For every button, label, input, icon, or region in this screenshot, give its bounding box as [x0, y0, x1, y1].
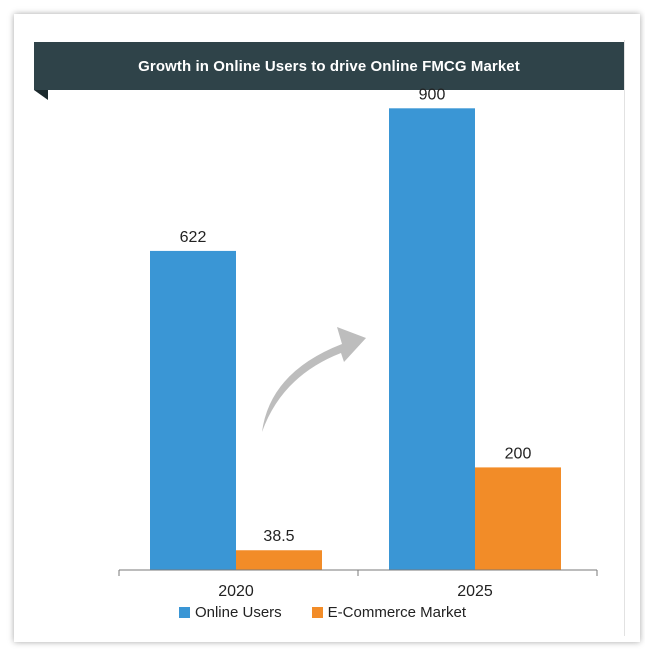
bar-ecommerce-2020 [236, 550, 322, 570]
legend-swatch-ecommerce [311, 607, 323, 618]
legend-label-online-users: Online Users [194, 604, 282, 621]
legend-label-ecommerce: E-Commerce Market [327, 604, 467, 621]
legend: Online Users E-Commerce Market [0, 604, 645, 621]
legend-item-online-users: Online Users [178, 604, 282, 621]
data-label-online-users-2025: 900 [419, 86, 446, 103]
x-tick-label-2020: 2020 [218, 583, 254, 600]
chart-title: Growth in Online Users to drive Online F… [34, 42, 624, 90]
banner-fold [34, 90, 48, 100]
legend-item-ecommerce: E-Commerce Market [311, 604, 467, 621]
data-label-online-users-2020: 622 [180, 229, 207, 246]
growth-arrow-icon [262, 327, 366, 432]
bar-online-users-2025 [389, 108, 475, 571]
data-label-ecommerce-2025: 200 [505, 445, 532, 462]
bar-online-users-2020 [150, 250, 236, 570]
legend-swatch-online-users [178, 607, 190, 618]
bar-ecommerce-2025 [475, 467, 561, 570]
data-label-ecommerce-2020: 38.5 [263, 528, 294, 545]
x-tick-label-2025: 2025 [457, 583, 493, 600]
